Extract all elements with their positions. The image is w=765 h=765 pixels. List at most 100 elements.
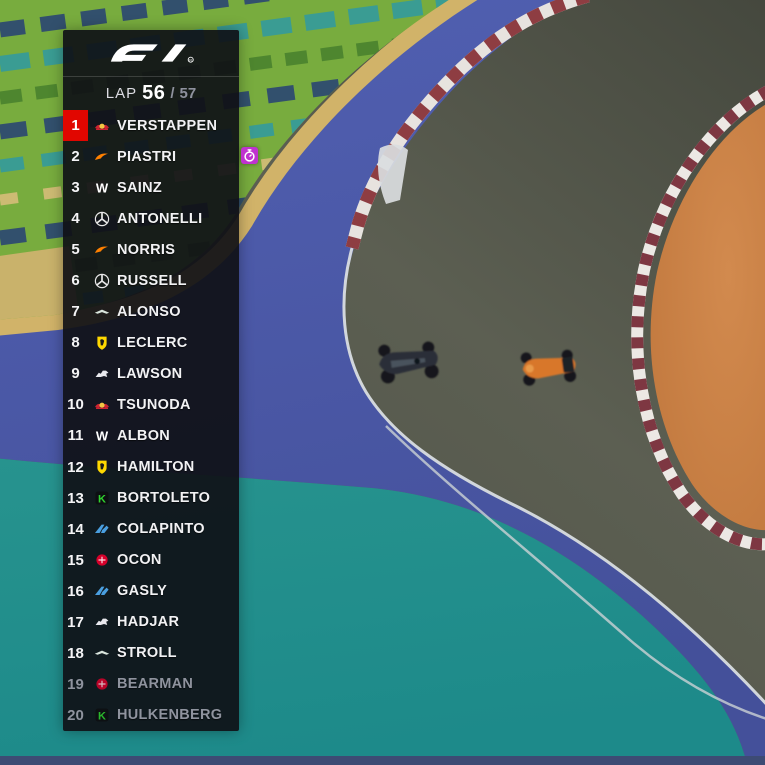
lap-counter: LAP 56 / 57 [63, 77, 239, 110]
position-number: 1 [63, 110, 88, 142]
position-number: 4 [71, 210, 80, 228]
kick-sauber-logo-icon: K [88, 483, 115, 514]
position-number: 7 [71, 303, 80, 321]
mercedes-logo-icon [88, 203, 115, 234]
standings-row-p4: 4 ANTONELLI [63, 203, 239, 234]
driver-name: HADJAR [117, 614, 180, 631]
alpine-logo-icon [88, 576, 115, 607]
aston-martin-logo-icon [88, 638, 115, 669]
position-number: 17 [67, 613, 84, 631]
position-number: 13 [67, 489, 84, 507]
position-number: 15 [67, 551, 84, 569]
driver-name: SAINZ [117, 179, 162, 196]
standings-row-p3: 3 W SAINZ [63, 172, 239, 203]
driver-name: OCON [117, 552, 162, 569]
driver-name: PIASTRI [117, 148, 177, 165]
driver-name: RUSSELL [117, 272, 187, 289]
position-number: 11 [67, 427, 84, 445]
standings-row-p9: 9 LAWSON [63, 358, 239, 389]
mercedes-logo-icon [88, 265, 115, 296]
driver-name: BORTOLETO [117, 490, 211, 507]
svg-text:R: R [189, 59, 192, 63]
svg-text:W: W [95, 428, 108, 443]
driver-name: GASLY [117, 583, 168, 600]
standings-row-p12: 12 HAMILTON [63, 452, 239, 483]
haas-logo-icon [88, 669, 115, 700]
painted-patch [378, 144, 408, 204]
standings-row-p8: 8 LECLERC [63, 327, 239, 358]
position-number: 19 [67, 675, 84, 693]
driver-name: COLAPINTO [117, 521, 205, 538]
standings-row-p1: 1 VERSTAPPEN [63, 110, 239, 142]
standings-row-p19: 19 BEARMAN [63, 669, 239, 700]
position-number: 12 [67, 458, 84, 476]
standings-row-p10: 10 TSUNODA [63, 389, 239, 420]
position-number: 3 [71, 179, 80, 197]
ferrari-logo-icon [88, 452, 115, 483]
mclaren-logo-icon [88, 141, 115, 172]
racing-bulls-logo-icon [88, 607, 115, 638]
position-number: 10 [67, 396, 84, 414]
driver-name: TSUNODA [117, 396, 191, 413]
standings-row-p16: 16 GASLY [63, 576, 239, 607]
lap-total: 57 [179, 85, 197, 102]
standings-row-p2: 2 PIASTRI [63, 141, 239, 172]
lap-label: LAP [105, 85, 138, 102]
position-number: 14 [67, 520, 84, 538]
mclaren-logo-icon [88, 234, 115, 265]
position-number: 20 [67, 706, 84, 724]
position-number: 5 [71, 241, 80, 259]
driver-name: ALBON [117, 427, 171, 444]
haas-logo-icon [88, 545, 115, 576]
driver-name: HAMILTON [117, 459, 195, 476]
car-dark [378, 341, 439, 384]
standings-row-p6: 6 RUSSELL [63, 265, 239, 296]
standings-row-p14: 14 COLAPINTO [63, 514, 239, 545]
header-divider [63, 76, 239, 77]
driver-name: STROLL [117, 645, 177, 662]
williams-logo-icon: W [88, 172, 115, 203]
alpine-logo-icon [88, 514, 115, 545]
svg-text:K: K [98, 493, 106, 505]
driver-name: BEARMAN [117, 676, 194, 693]
bottom-strip [0, 756, 765, 765]
timing-tower: R LAP 56 / 57 1 VERSTAPPEN 2 PIASTRI 3 W… [63, 30, 239, 731]
driver-name: NORRIS [117, 241, 176, 258]
f1-logo-icon: R [110, 44, 194, 63]
svg-text:K: K [98, 711, 106, 723]
ferrari-logo-icon [88, 327, 115, 358]
position-number: 8 [71, 334, 80, 352]
lap-divider: / [170, 85, 175, 102]
standings-row-p5: 5 NORRIS [63, 234, 239, 265]
pit-entry-line [385, 425, 765, 720]
aston-martin-logo-icon [88, 296, 115, 327]
position-number: 9 [71, 365, 80, 383]
position-number: 6 [71, 272, 80, 290]
driver-name: LECLERC [117, 334, 188, 351]
fastest-lap-icon [241, 147, 258, 164]
kick-sauber-logo-icon: K [88, 700, 115, 731]
position-number: 2 [71, 148, 80, 166]
red-bull-logo-icon [88, 389, 115, 420]
inner-kerb [631, 85, 765, 551]
standings-row-p20: 20 K HULKENBERG [63, 700, 239, 731]
position-number: 16 [67, 582, 84, 600]
red-bull-logo-icon [88, 110, 115, 141]
standings-row-p17: 17 HADJAR [63, 607, 239, 638]
car-mclaren [520, 349, 577, 386]
driver-name: HULKENBERG [117, 707, 223, 724]
standings-row-p18: 18 STROLL [63, 638, 239, 669]
tower-header: R [63, 30, 239, 76]
driver-name: VERSTAPPEN [117, 117, 218, 134]
orange-runoff-area [650, 105, 765, 531]
standings-list: 1 VERSTAPPEN 2 PIASTRI 3 W SAINZ 4 ANTON… [63, 110, 239, 731]
driver-name: LAWSON [117, 365, 183, 382]
lap-current: 56 [142, 82, 166, 104]
track-edge-line [342, 247, 765, 705]
standings-row-p7: 7 ALONSO [63, 296, 239, 327]
williams-logo-icon: W [88, 420, 115, 451]
position-number: 18 [67, 644, 84, 662]
driver-name: ALONSO [117, 303, 181, 320]
standings-row-p11: 11 W ALBON [63, 420, 239, 451]
racing-bulls-logo-icon [88, 358, 115, 389]
